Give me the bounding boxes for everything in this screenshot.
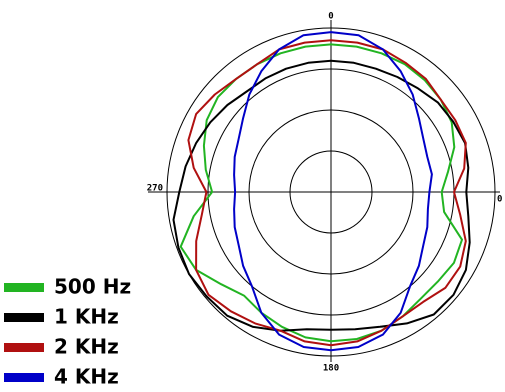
- grid-ring: [248, 109, 414, 275]
- legend-swatch: [4, 313, 44, 322]
- legend-swatch: [4, 343, 44, 352]
- grid-ring: [289, 150, 373, 234]
- grid-ring: [166, 27, 496, 357]
- legend-swatch: [4, 373, 44, 382]
- theta-tick-label: 0: [328, 12, 333, 22]
- series-line: [172, 59, 471, 332]
- series-line: [233, 31, 433, 352]
- series-line: [179, 43, 463, 343]
- series-line: [187, 39, 467, 347]
- theta-tick-label: 270: [147, 184, 163, 194]
- r-tick-label: 0 dB: [497, 195, 505, 205]
- legend-label: 500 Hz: [54, 275, 131, 299]
- legend-label: 4 KHz: [54, 365, 119, 389]
- theta-tick-label: 180: [323, 364, 339, 374]
- legend-label: 2 KHz: [54, 335, 119, 359]
- legend-label: 1 KHz: [54, 305, 119, 329]
- legend-swatch: [4, 283, 44, 292]
